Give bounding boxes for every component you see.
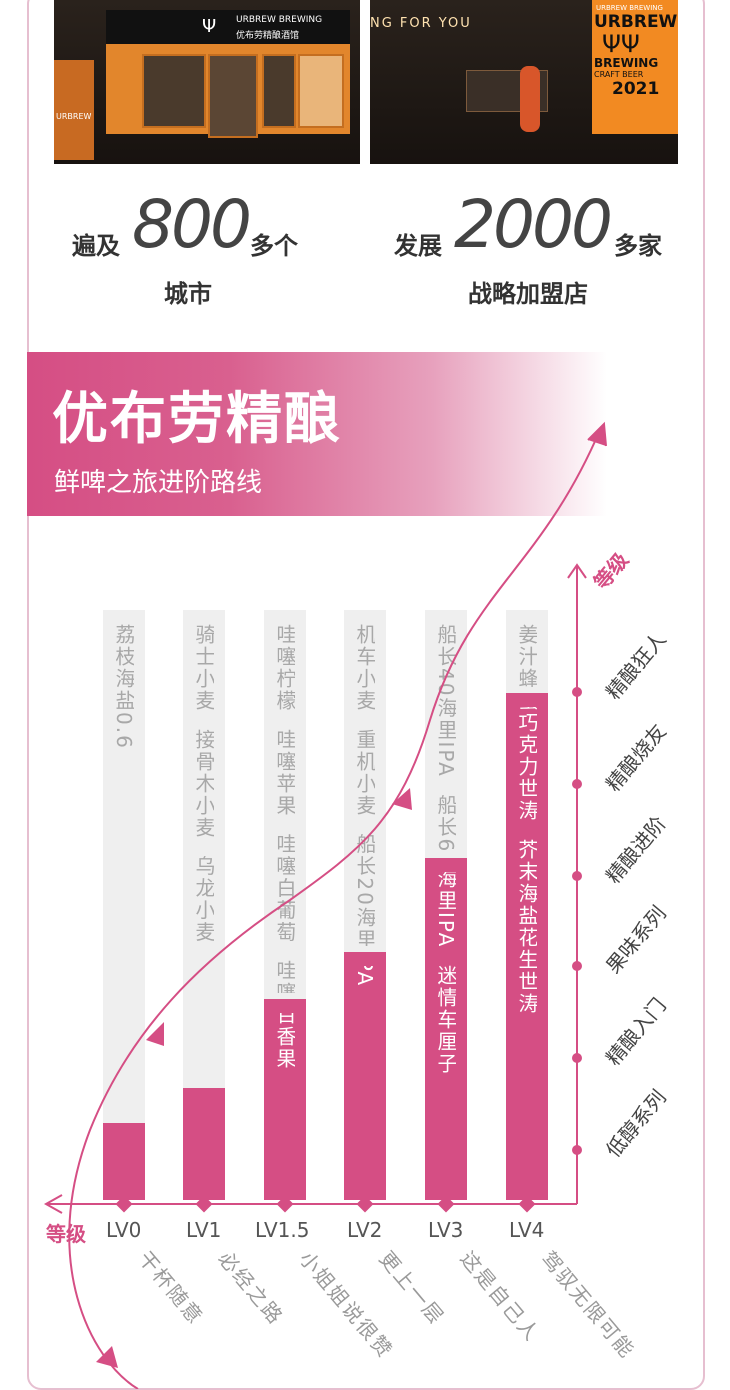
stat2-line2: 战略加盟店 <box>468 280 588 308</box>
level-beers: 荔枝海盐0.6 <box>112 624 136 750</box>
side-sign-text: URBREW <box>56 112 92 121</box>
grade-dot <box>572 1053 582 1063</box>
neon-sign: NG FOR YOU <box>370 16 472 31</box>
stat2-suffix: 多家 <box>614 232 662 260</box>
grade-dot <box>572 871 582 881</box>
storefront-photo: Ψ URBREW BREWING 优布劳精酿酒馆 URBREW <box>54 0 360 164</box>
level-label: LV2 <box>347 1218 383 1242</box>
interior-photo: NG FOR YOU URBREW BREWING URBREW ΨΨ BREW… <box>370 0 678 164</box>
grade-dot <box>572 779 582 789</box>
level-label: LV1 <box>186 1218 222 1242</box>
storefront-brand-en: URBREW BREWING <box>236 15 323 25</box>
poster-name: URBREW <box>594 12 678 32</box>
poster-brewing: BREWING <box>594 56 659 70</box>
x-axis-label: 等级 <box>46 1222 86 1246</box>
poster-year: 2021 <box>612 79 660 99</box>
level-label: LV4 <box>509 1218 545 1242</box>
stat1-prefix: 遍及 <box>72 232 120 260</box>
stat2-prefix: 发展 <box>394 232 442 260</box>
grade-dot <box>572 687 582 697</box>
stat1-suffix: 多个 <box>250 232 298 260</box>
poster: URBREW BREWING URBREW ΨΨ BREWING CRAFT B… <box>592 0 678 134</box>
banner-title: 优布劳精酿 <box>52 387 342 452</box>
grade-dot <box>572 961 582 971</box>
level-label: LV3 <box>428 1218 464 1242</box>
poster-craft: CRAFT BEER <box>594 70 644 79</box>
wheat-logo-icon: Ψ <box>202 16 217 37</box>
stat2-number: 2000 <box>454 186 613 263</box>
level-label: LV1.5 <box>255 1218 310 1242</box>
grade-dot <box>572 1145 582 1155</box>
wheat-icon: ΨΨ <box>602 30 640 58</box>
poster-top-text: URBREW BREWING <box>596 4 663 12</box>
level-beers-highlight: 姜汁蜂蜜巧克力世涛 芥末海盐花生世涛 <box>515 624 539 1015</box>
banner-subtitle: 鲜啤之旅进阶路线 <box>54 468 263 498</box>
stat1-line2: 城市 <box>164 280 212 308</box>
level-label: LV0 <box>106 1218 142 1242</box>
storefront-brand-cn: 优布劳精酿酒馆 <box>236 31 300 41</box>
stat1-number: 800 <box>132 186 252 263</box>
